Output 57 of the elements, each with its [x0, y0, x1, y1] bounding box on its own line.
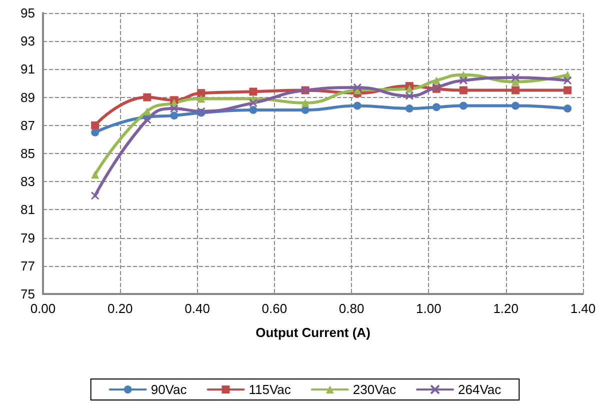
point [511, 73, 520, 82]
point [512, 102, 520, 110]
point [249, 106, 258, 114]
y-tick-label: 93 [20, 34, 35, 49]
y-tick-label: 75 [20, 286, 35, 302]
point [512, 86, 520, 94]
point [249, 88, 258, 96]
legend-label: 230Vac [352, 382, 397, 397]
x-tick-label: 0.60 [262, 301, 288, 316]
legend-label: 264Vac [458, 382, 502, 397]
y-tick-label: 89 [20, 90, 35, 105]
point [563, 76, 572, 85]
x-tick-label: 0.00 [30, 301, 56, 316]
point [90, 191, 100, 200]
y-tick-label: 77 [20, 258, 35, 274]
point [432, 76, 440, 84]
y-tick-label: 79 [20, 230, 35, 246]
point [405, 104, 414, 113]
point [91, 121, 100, 130]
x-tick-label: 0.80 [338, 301, 364, 316]
point [405, 92, 414, 100]
point [353, 83, 362, 92]
y-tick-label: 85 [20, 146, 35, 161]
y-tick-label: 91 [20, 62, 35, 77]
x-tick-label: 1.20 [493, 301, 519, 316]
point [459, 102, 468, 110]
point [143, 107, 152, 116]
point [301, 106, 310, 114]
point [170, 104, 178, 113]
x-axis-title: Output Current (A) [256, 325, 370, 340]
point [170, 112, 178, 120]
point [432, 103, 440, 112]
y-tick-label: 95 [20, 6, 35, 20]
point [248, 98, 258, 108]
legend-label: 115Vac [248, 382, 292, 397]
x-tick-label: 1.40 [570, 301, 596, 316]
y-tick-label: 87 [20, 118, 35, 133]
point [143, 93, 152, 102]
point [197, 89, 206, 98]
y-tick-label: 81 [20, 202, 35, 218]
point [142, 116, 152, 124]
y-tick-label: 83 [20, 174, 35, 190]
x-tick-label: 1.00 [416, 301, 442, 316]
point [459, 76, 468, 85]
point [459, 86, 468, 94]
point [564, 86, 572, 94]
point [353, 102, 362, 110]
point [91, 170, 100, 179]
x-tick-label: 0.20 [107, 301, 133, 316]
point [91, 128, 100, 136]
legend-label: 90Vac [150, 382, 188, 397]
point [564, 104, 572, 113]
point [512, 78, 520, 86]
point [405, 84, 414, 93]
point [301, 98, 310, 107]
point [197, 94, 206, 103]
x-tick-label: 0.40 [184, 301, 210, 316]
